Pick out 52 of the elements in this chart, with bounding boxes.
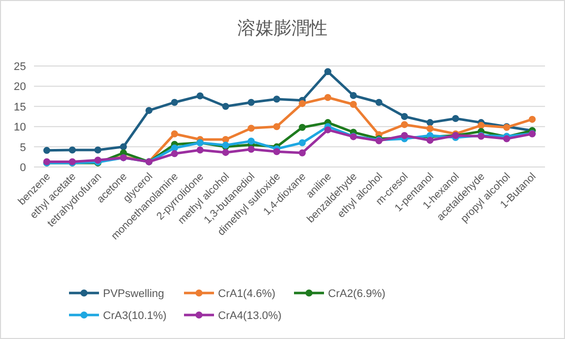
point <box>324 94 332 102</box>
legend-label: CrA4(13.0%) <box>218 310 282 322</box>
point <box>298 124 306 131</box>
point <box>528 116 536 123</box>
point <box>222 102 230 110</box>
point <box>248 124 255 132</box>
y-tick-label: 25 <box>14 61 26 73</box>
point <box>68 146 76 154</box>
point <box>273 148 280 156</box>
point <box>426 119 434 126</box>
point <box>298 139 306 146</box>
point <box>171 150 178 158</box>
point <box>375 98 382 106</box>
point <box>248 146 255 153</box>
point <box>222 136 230 144</box>
point <box>426 125 434 132</box>
point <box>222 148 230 156</box>
point <box>171 98 178 106</box>
point <box>324 68 332 76</box>
point <box>43 146 50 154</box>
point <box>452 115 460 122</box>
legend-label: CrA2(6.9%) <box>328 288 386 300</box>
y-tick-label: 10 <box>14 122 26 134</box>
point <box>273 96 280 103</box>
point <box>248 98 255 106</box>
point <box>196 92 204 100</box>
point <box>350 92 357 99</box>
point <box>145 106 152 114</box>
point <box>273 123 280 130</box>
y-tick-label: 0 <box>20 162 26 174</box>
y-tick-label: 15 <box>14 101 26 114</box>
point <box>350 100 357 108</box>
legend-label: PVPswelling <box>103 288 164 300</box>
point <box>478 122 485 129</box>
point <box>400 132 408 139</box>
point <box>324 126 332 134</box>
point <box>171 144 178 152</box>
point <box>298 149 306 156</box>
title: 溶媒膨潤性 <box>238 18 328 38</box>
y-tick-label: 20 <box>14 81 26 94</box>
legend-label: CrA1(4.6%) <box>218 288 276 300</box>
point <box>196 146 204 154</box>
point <box>120 143 127 150</box>
point <box>171 130 178 138</box>
point <box>298 100 306 108</box>
y-tick-label: 5 <box>20 142 26 154</box>
point <box>400 113 408 120</box>
point <box>94 146 102 154</box>
point <box>400 121 408 128</box>
point <box>426 136 434 144</box>
point <box>248 138 255 145</box>
legend-label: CrA3(10.1%) <box>103 310 167 322</box>
